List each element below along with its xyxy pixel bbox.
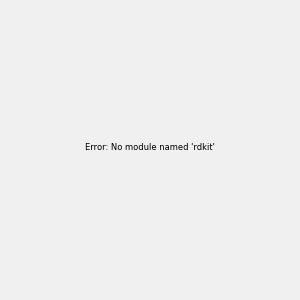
Text: Error: No module named 'rdkit': Error: No module named 'rdkit'	[85, 143, 215, 152]
